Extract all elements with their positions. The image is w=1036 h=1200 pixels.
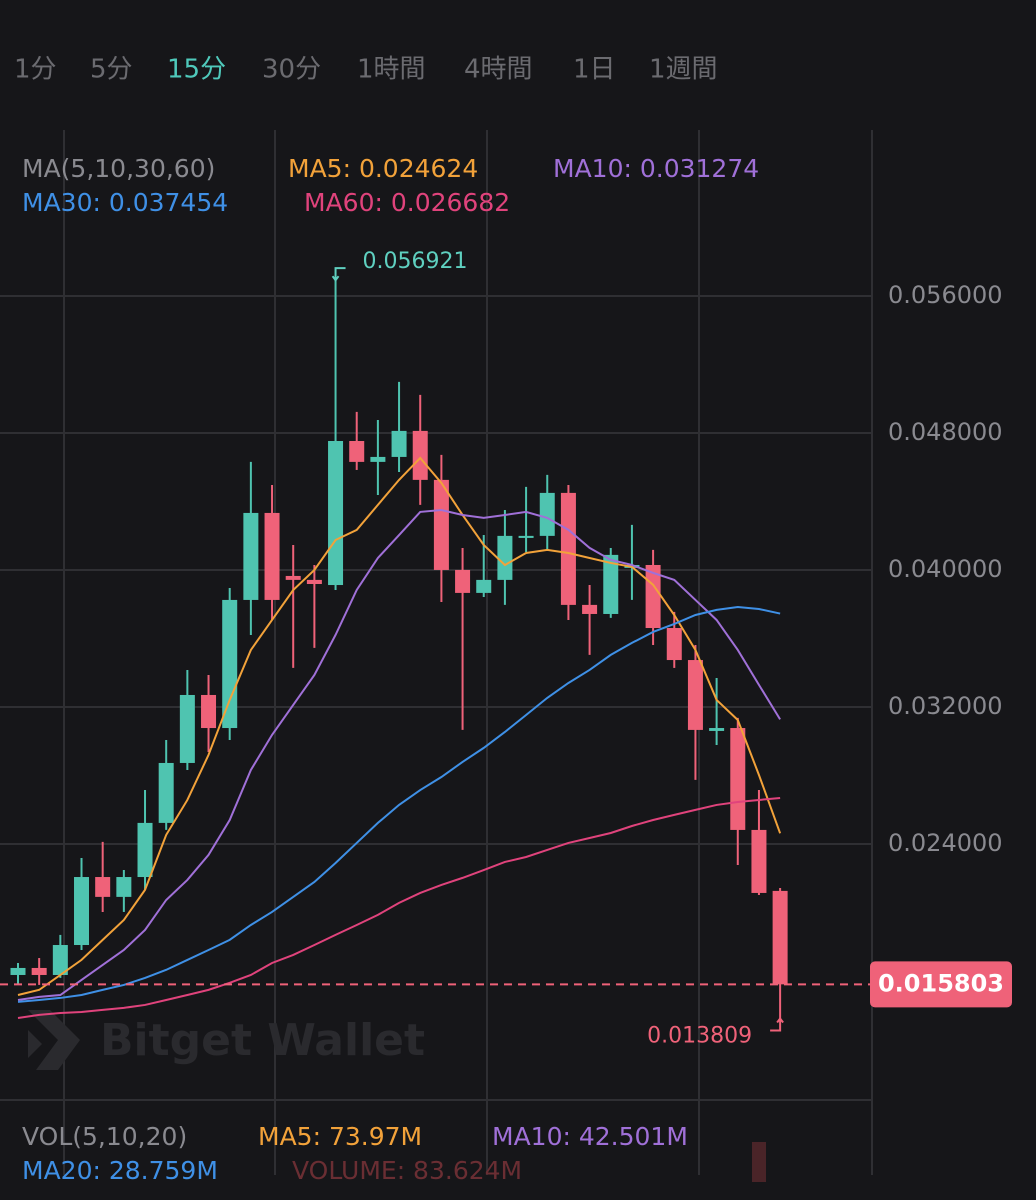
candle-body [412, 430, 428, 480]
candle-body [582, 604, 598, 614]
candle-body [243, 512, 259, 600]
candle-body [74, 877, 90, 946]
timeframe-tab[interactable]: 1分 [14, 55, 57, 85]
volume-legend-entry: VOLUME: 83.624M [292, 1156, 522, 1185]
volume-bar [752, 1142, 766, 1182]
y-tick-label: 0.024000 [888, 829, 1003, 857]
candle-body [116, 877, 132, 897]
volume-legend-entry: MA5: 73.97M [258, 1122, 422, 1151]
candle-body [497, 535, 513, 580]
candle-body [391, 430, 407, 457]
candle-body [264, 512, 280, 600]
candle-body [31, 967, 47, 975]
y-tick-label: 0.040000 [888, 555, 1003, 583]
candle-body [666, 628, 682, 661]
candle-body [306, 579, 322, 585]
low-label: 0.013809 [647, 1023, 752, 1048]
candle-body [539, 492, 555, 536]
timeframe-tab[interactable]: 30分 [262, 55, 321, 85]
candle-body [455, 569, 471, 593]
candle-body [603, 554, 619, 614]
watermark-logo [28, 1010, 80, 1070]
candle-body [730, 728, 746, 830]
watermark: Bitget Wallet [100, 1015, 425, 1066]
volume-legend-entry: MA20: 28.759M [22, 1156, 218, 1185]
y-tick-label: 0.048000 [888, 418, 1003, 446]
candle-body [349, 441, 365, 462]
candle-body [433, 479, 449, 570]
high-label: 0.056921 [363, 249, 468, 274]
ma-line [17, 456, 782, 996]
candle-body [158, 762, 174, 823]
candle-body [687, 660, 703, 730]
candle-body [518, 535, 534, 538]
high-arrow [331, 267, 346, 282]
candle-body [10, 967, 26, 975]
ma-line [17, 797, 781, 1019]
candle-body [772, 890, 788, 985]
volume-legend: VOL(5,10,20) MA5: 73.97M MA10: 42.501M MA20… [22, 1122, 688, 1185]
candle-body [709, 728, 725, 731]
candle-body [560, 492, 576, 605]
candle-body [137, 822, 153, 878]
ma-line [17, 509, 781, 1001]
legend-entry: MA5: 0.024624 [288, 154, 478, 183]
y-tick-label: 0.056000 [888, 281, 1003, 309]
candle-body [285, 575, 301, 580]
ma-line [17, 605, 781, 1003]
timeframe-tab[interactable]: 1日 [573, 55, 616, 85]
vertical-grid [0, 130, 873, 1175]
candle-body [201, 694, 217, 729]
candle-body [328, 441, 344, 586]
y-tick-label: 0.032000 [888, 692, 1003, 720]
legend-entry: MA30: 0.037454 [22, 188, 228, 217]
timeframe-tab[interactable]: 5分 [90, 55, 133, 85]
candle-body [751, 829, 767, 893]
legend-entry: MA10: 0.031274 [553, 154, 759, 183]
timeframe-tab[interactable]: 1週間 [649, 55, 718, 85]
candle-body [179, 694, 195, 763]
price-tag-label: 0.015803 [878, 969, 1004, 997]
timeframe-tab[interactable]: 15分 [167, 55, 226, 85]
timeframe-tab[interactable]: 1時間 [357, 55, 426, 85]
low-arrow [770, 1016, 784, 1032]
legend-entry: MA60: 0.026682 [304, 188, 510, 217]
candle-body [370, 456, 386, 462]
candle-body [222, 599, 238, 729]
volume-title: VOL(5,10,20) [22, 1122, 187, 1151]
price-tag [870, 961, 1012, 1008]
candle-body [95, 877, 111, 897]
ma-title: MA(5,10,30,60) [22, 154, 215, 183]
timeframe-tab[interactable]: 4時間 [464, 55, 533, 85]
volume-legend-entry: MA10: 42.501M [492, 1122, 688, 1151]
candle-body [476, 579, 492, 593]
candle-body [52, 945, 68, 975]
